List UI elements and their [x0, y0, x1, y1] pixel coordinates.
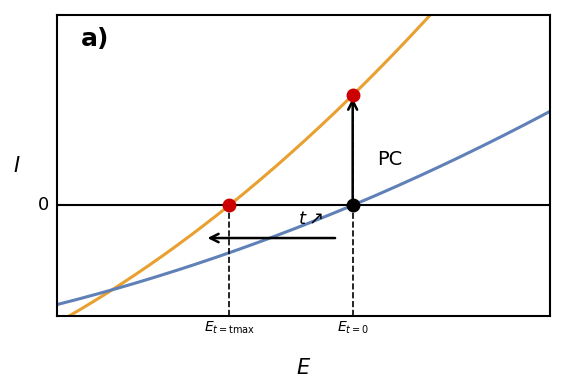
Text: PC: PC	[378, 149, 403, 169]
Text: $t\nearrow$: $t\nearrow$	[298, 210, 323, 228]
Text: 0: 0	[38, 196, 49, 214]
Text: a): a)	[82, 27, 110, 52]
Text: $I$: $I$	[14, 156, 21, 176]
Text: $E_{t=0}$: $E_{t=0}$	[337, 320, 369, 336]
Text: $E$: $E$	[296, 358, 311, 378]
Text: $E_{t=\mathrm{tmax}}$: $E_{t=\mathrm{tmax}}$	[204, 320, 255, 336]
